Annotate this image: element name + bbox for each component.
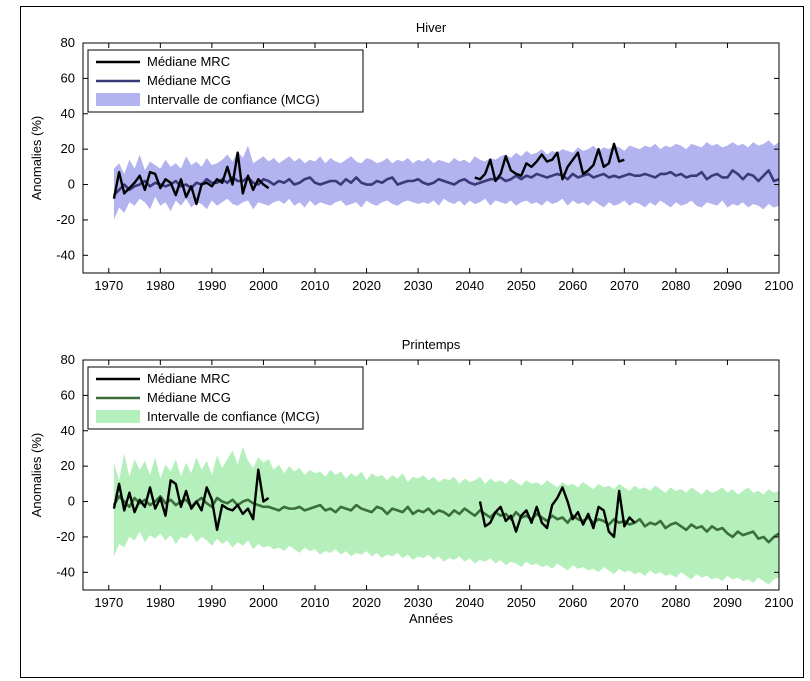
legend-label-rcm: Médiane MRC: [147, 54, 230, 69]
rcm-median-line-2: [478, 486, 636, 539]
y-tick-label: -20: [56, 212, 75, 227]
confidence-band: [113, 140, 779, 220]
y-tick-label: 80: [61, 35, 75, 50]
x-tick-label: 1980: [146, 595, 175, 610]
y-tick-label: 80: [61, 352, 75, 367]
x-tick-label: 2000: [249, 595, 278, 610]
x-tick-label: 2100: [765, 595, 794, 610]
y-tick-label: -40: [56, 247, 75, 262]
gcm-median-line: [112, 494, 780, 544]
y-axis-label: Anomalies (%): [29, 433, 44, 518]
x-tick-label: 1970: [94, 595, 123, 610]
confidence-band: [113, 446, 779, 585]
y-tick-label: 40: [61, 423, 75, 438]
y-tick-label: -20: [56, 529, 75, 544]
x-tick-label: 2080: [661, 595, 690, 610]
legend-label-rcm: Médiane MRC: [147, 371, 230, 386]
chart-panel-1: 1970 1980 1990 2000 2010 2020 2030 2040 2050 2060…: [29, 20, 793, 293]
x-tick-label: 2050: [507, 595, 536, 610]
legend: Médiane MRC Médiane MCG Intervalle de conf…: [87, 366, 364, 430]
x-tick-label: 1990: [197, 278, 226, 293]
x-axis-label: Années: [409, 611, 454, 626]
x-tick-label: 1970: [94, 278, 123, 293]
x-tick-label: 2020: [352, 278, 381, 293]
x-tick-label: 2030: [404, 278, 433, 293]
rcm-median-line-2: [474, 142, 625, 183]
x-tick-label: 2000: [249, 278, 278, 293]
x-tick-label: 2070: [610, 595, 639, 610]
legend: Médiane MRC Médiane MCG Intervalle de conf…: [87, 49, 364, 113]
legend-swatch-band: [96, 410, 140, 423]
x-tick-label: 2020: [352, 595, 381, 610]
x-tick-label: 2100: [765, 278, 794, 293]
legend-label-band: Intervalle de confiance (MCG): [147, 92, 320, 107]
y-tick-label: 0: [68, 177, 75, 192]
rcm-median-line-1: [112, 151, 270, 206]
x-tick-label: 2080: [661, 278, 690, 293]
legend-label-gcm: Médiane MCG: [147, 73, 231, 88]
rcm-median-line-1: [112, 468, 270, 532]
plot-area: [82, 359, 780, 591]
x-tick-label: 2060: [558, 278, 587, 293]
x-tick-label: 2040: [455, 595, 484, 610]
y-tick-label: 60: [61, 70, 75, 85]
x-tick-label: 2090: [713, 595, 742, 610]
y-tick-label: 60: [61, 387, 75, 402]
y-tick-label: 20: [61, 458, 75, 473]
x-tick-label: 2010: [301, 595, 330, 610]
plot-area: [82, 42, 780, 274]
x-tick-label: 2050: [507, 278, 536, 293]
chart-panel-2: 1970 1980 1990 2000 2010 2020 2030 2040 2050 2060…: [29, 337, 793, 626]
legend-label-gcm: Médiane MCG: [147, 390, 231, 405]
legend-label-band: Intervalle de confiance (MCG): [147, 409, 320, 424]
x-tick-label: 2040: [455, 278, 484, 293]
x-tick-label: 2090: [713, 278, 742, 293]
x-tick-label: 1980: [146, 278, 175, 293]
x-tick-label: 2070: [610, 278, 639, 293]
chart-title: Hiver: [416, 20, 447, 35]
x-tick-label: 2060: [558, 595, 587, 610]
y-tick-label: 0: [68, 494, 75, 509]
x-tick-label: 2010: [301, 278, 330, 293]
legend-swatch-band: [96, 93, 140, 106]
chart-title: Printemps: [402, 337, 461, 352]
gcm-median-line: [113, 169, 780, 197]
y-tick-label: 40: [61, 106, 75, 121]
x-tick-label: 2030: [404, 595, 433, 610]
y-tick-label: 20: [61, 141, 75, 156]
y-tick-label: -40: [56, 564, 75, 579]
x-tick-label: 1990: [197, 595, 226, 610]
y-axis-label: Anomalies (%): [29, 116, 44, 201]
